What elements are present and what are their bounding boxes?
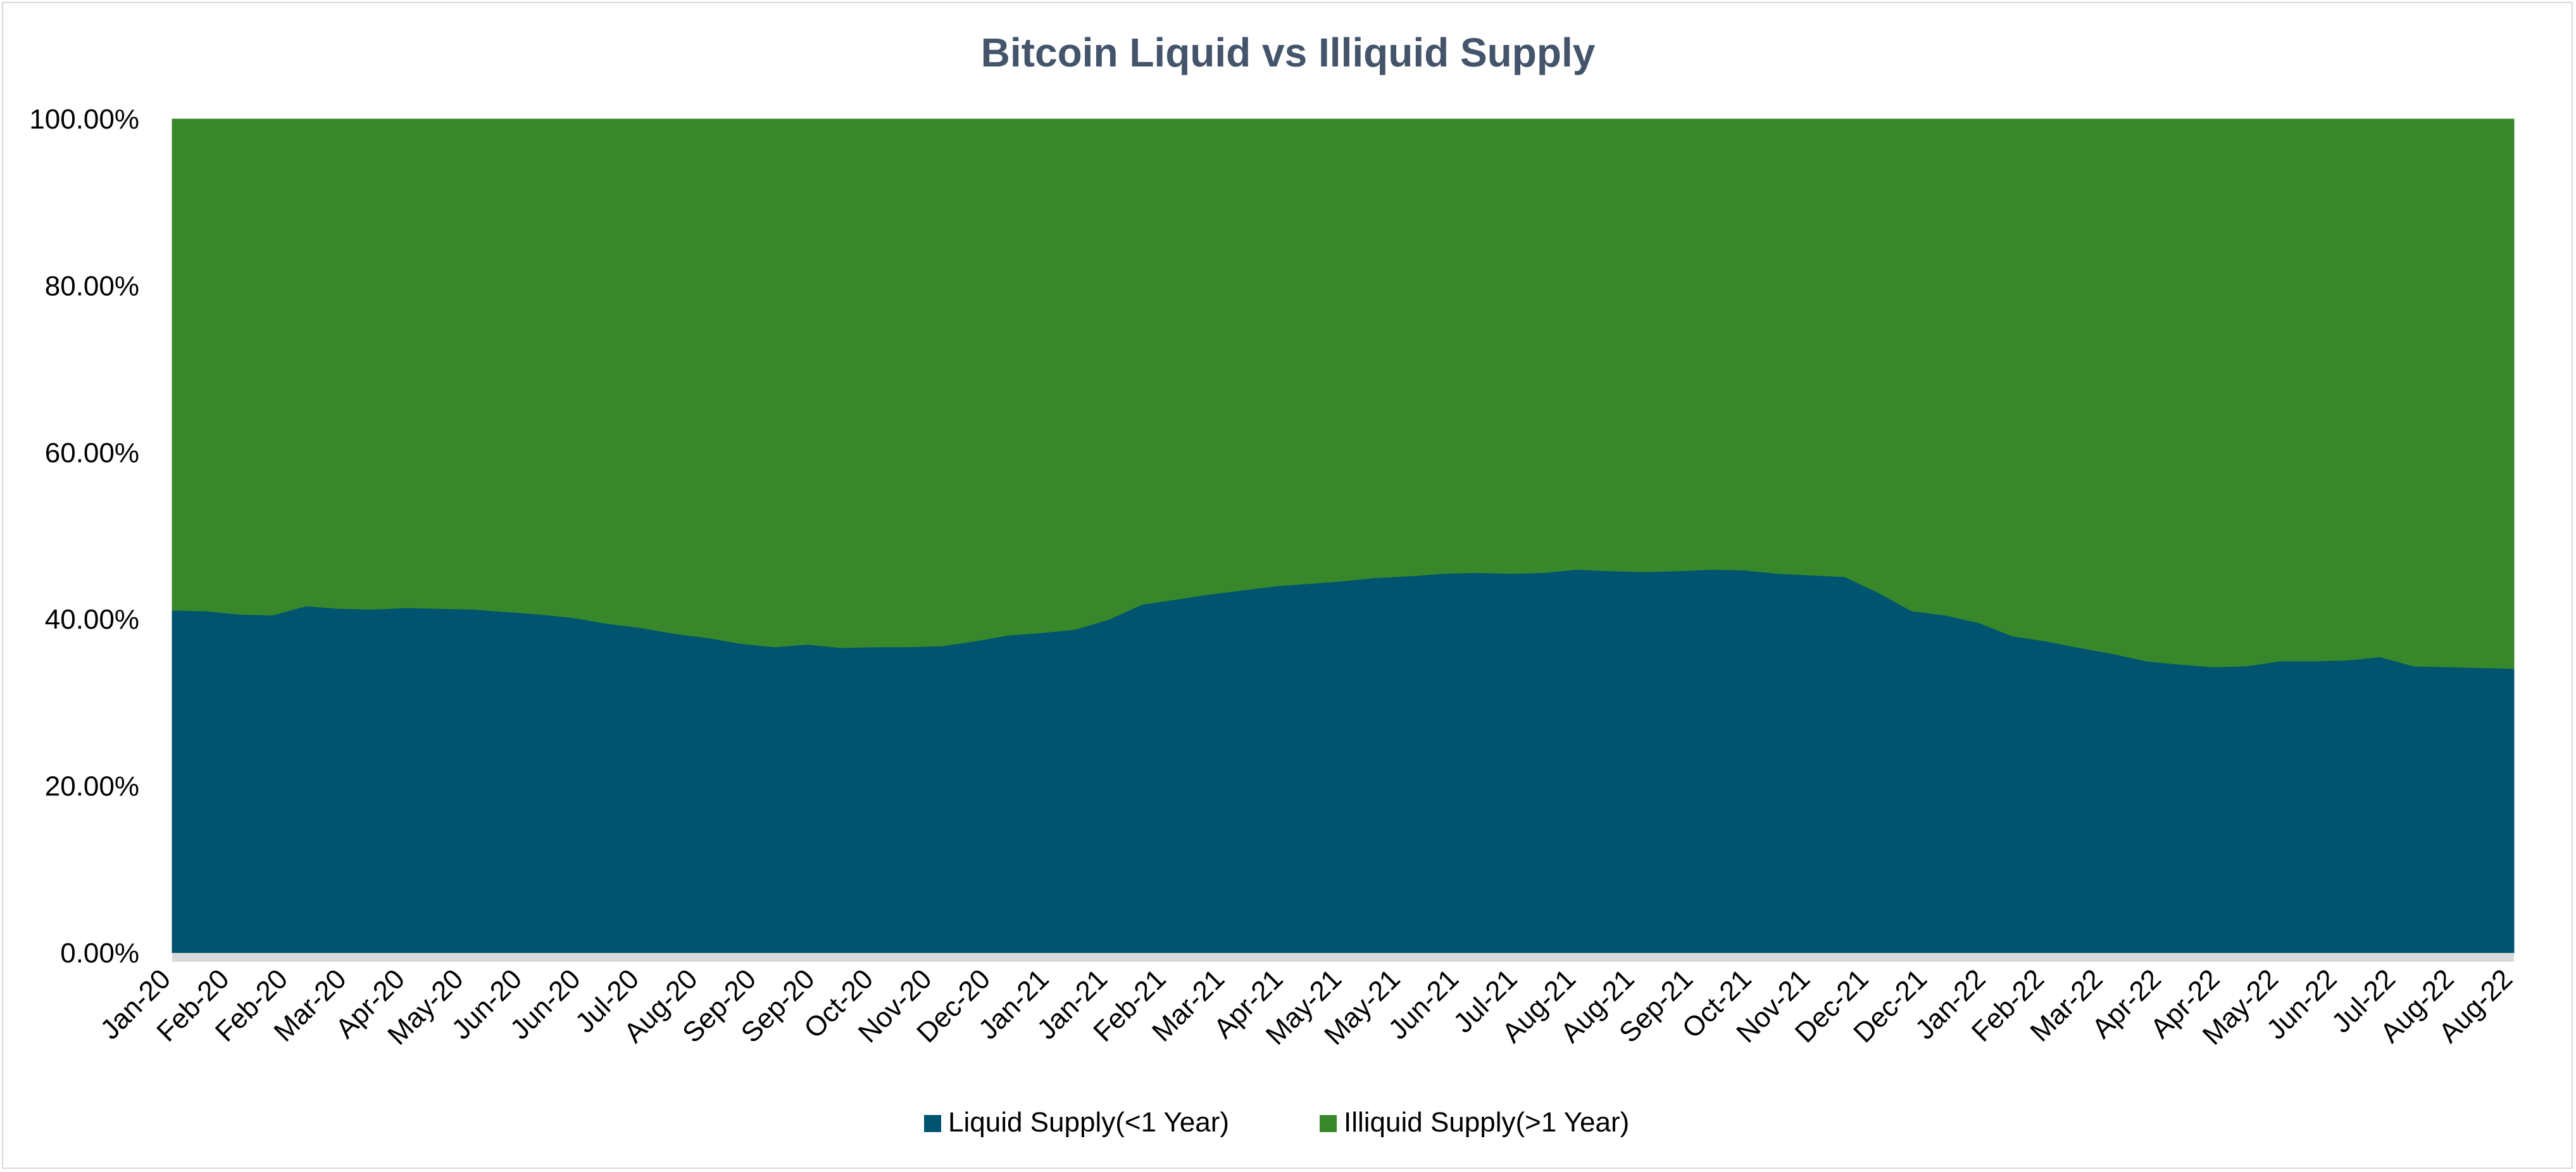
y-axis: 0.00% 20.00% 40.00% 60.00% 80.00% 100.00% — [29, 104, 139, 969]
plot-area — [172, 118, 2515, 954]
area-series-illiquid — [172, 118, 2515, 669]
y-tick-label: 20.00% — [45, 771, 139, 802]
chart-title: Bitcoin Liquid vs Illiquid Supply — [981, 30, 1596, 75]
legend-swatch-liquid — [924, 1115, 941, 1132]
legend-label-illiquid: Illiquid Supply(>1 Year) — [1344, 1107, 1629, 1138]
legend: Liquid Supply(<1 Year) Illiquid Supply(>… — [924, 1107, 1629, 1138]
x-axis: Jan-20Feb-20Feb-20Mar-20Apr-20May-20Jun-… — [94, 953, 2518, 1051]
legend-label-liquid: Liquid Supply(<1 Year) — [948, 1107, 1229, 1138]
y-tick-label: 60.00% — [45, 438, 139, 469]
y-tick-label: 80.00% — [45, 270, 139, 301]
y-tick-label: 100.00% — [29, 104, 139, 135]
legend-swatch-illiquid — [1320, 1115, 1337, 1132]
y-tick-label: 40.00% — [45, 604, 139, 635]
y-tick-label: 0.00% — [60, 938, 139, 969]
